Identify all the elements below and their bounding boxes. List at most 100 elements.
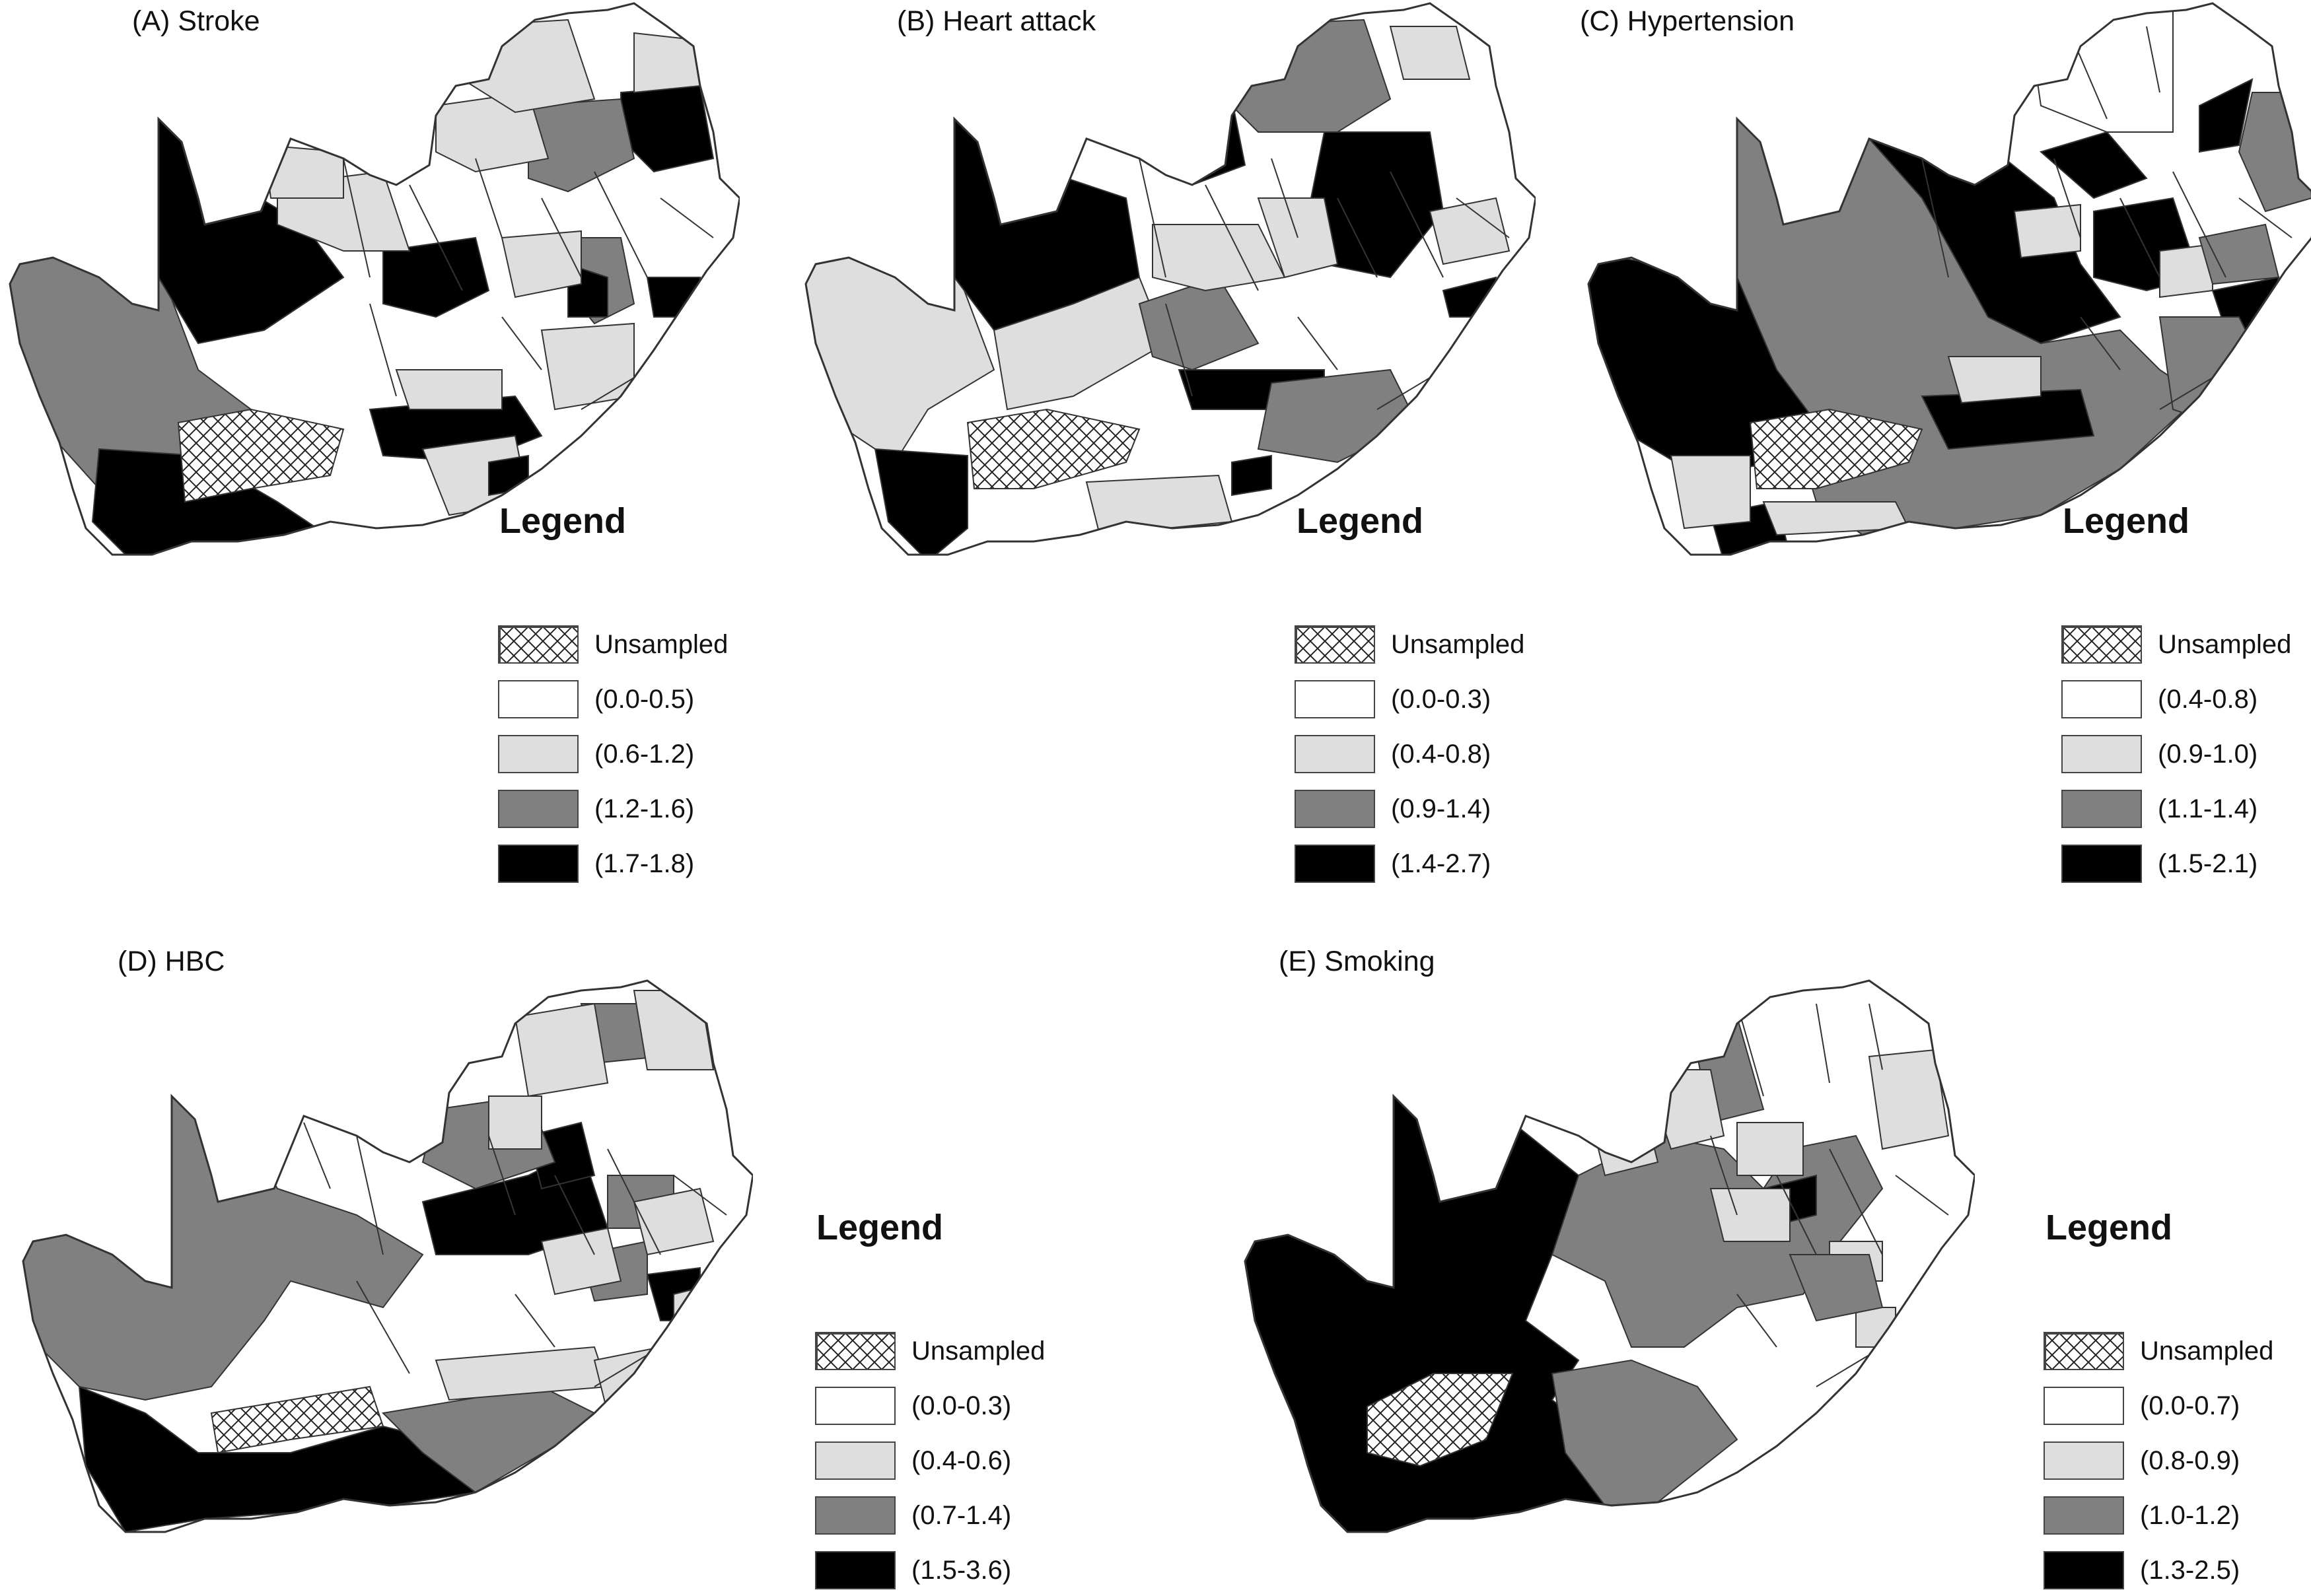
swatch-class-0 [2044,1387,2124,1425]
region [646,277,701,318]
legend-label: (0.0-0.7) [2140,1391,2240,1420]
panel-b-map [804,2,1536,556]
swatch-class-2 [498,790,579,828]
legend-label: Unsampled [1391,629,1525,659]
panel-a-legend-class-1: (0.6-1.2) [498,733,694,775]
region [633,1187,715,1256]
legend-label: (1.1-1.4) [2158,794,2258,823]
panel-e-legend-title: Legend [2045,1208,2173,1247]
region [540,1227,622,1296]
panel-c-title: (C) Hypertension [1580,5,1795,37]
panel-c-legend-class-0: (0.4-0.8) [2061,678,2258,720]
legend-label: (0.9-1.0) [2158,739,2258,769]
swatch-class-1 [2061,735,2142,773]
region [514,1002,609,1097]
panel-b-legend-class-3: (1.4-2.7) [1295,843,1491,885]
panel-d-legend-class-1: (0.4-0.6) [815,1440,1011,1482]
legend-label: (0.4-0.8) [1391,739,1491,769]
legend-label: Unsampled [2140,1336,2274,1366]
region [1709,1188,1791,1242]
region [2159,243,2213,298]
legend-label: (0.6-1.2) [594,739,695,769]
region [2158,316,2267,424]
swatch-unsampled [498,625,579,664]
region [874,448,968,555]
swatch-class-3 [498,845,579,883]
swatch-class-2 [1295,790,1375,828]
legend-label: (1.2-1.6) [594,794,695,823]
panel-e-legend-class-1: (0.8-0.9) [2044,1440,2240,1482]
legend-label: Unsampled [2158,629,2292,659]
region [1867,137,2121,345]
swatch-class-3 [2061,845,2142,883]
panel-b-legend-class-1: (0.4-0.8) [1295,733,1491,775]
swatch-unsampled [2044,1332,2124,1370]
region [2039,131,2148,199]
panel-d-legend-class-2: (0.7-1.4) [815,1494,1011,1537]
legend-label: (1.4-2.7) [1391,849,1491,878]
swatch-class-1 [2044,1441,2124,1480]
legend-label: (0.4-0.6) [911,1445,1012,1475]
swatch-class-0 [815,1387,896,1425]
panel-d-map [22,979,753,1533]
panel-a-legend-class-2: (1.2-1.6) [498,788,694,830]
panel-b-legend-class-0: (0.0-0.3) [1295,678,1491,720]
legend-label: (1.5-3.6) [911,1555,1012,1585]
panel-c-legend-title: Legend [2063,501,2190,541]
panel-d-title: (D) HBC [118,946,225,977]
panel-b-legend-class-2: (0.9-1.4) [1295,788,1491,830]
panel-c-legend-class-3: (1.5-2.1) [2061,843,2258,885]
panel-a-legend-title: Legend [499,501,627,541]
region [1429,197,1511,265]
swatch-class-3 [2044,1551,2124,1589]
region [501,230,582,298]
panel-e-map [1244,979,1975,1533]
swatch-class-2 [815,1496,896,1535]
panel-e-legend-class-3: (1.3-2.5) [2044,1549,2240,1591]
region [1736,1122,1804,1176]
region [2199,78,2254,153]
panel-a-legend-class-0: (0.0-0.5) [498,678,694,720]
panel-b-legend-unsampled: Unsampled [1295,623,1524,666]
swatch-unsampled [1295,625,1375,664]
region [210,1385,384,1454]
legend-label: (1.0-1.2) [2140,1500,2240,1530]
panel-c-legend-unsampled: Unsampled [2061,623,2291,666]
panel-a-legend-class-3: (1.7-1.8) [498,843,694,885]
swatch-class-1 [815,1441,896,1480]
panel-e-legend-class-2: (1.0-1.2) [2044,1494,2240,1537]
legend-label: Unsampled [594,629,729,659]
region [528,98,635,193]
panel-a-title: (A) Stroke [132,5,260,37]
legend-label: Unsampled [911,1336,1046,1366]
region [488,1095,542,1150]
region [633,990,715,1070]
panel-c-map [1587,2,2311,556]
region [395,369,503,410]
region [1868,1049,1950,1150]
panel-d-legend-class-3: (1.5-3.6) [815,1549,1011,1591]
region [633,32,701,94]
swatch-class-1 [498,735,579,773]
legend-label: (0.0-0.5) [594,684,695,714]
region [177,408,345,503]
region [1643,1069,1725,1150]
legend-label: (0.7-1.4) [911,1500,1012,1530]
region [1947,356,2042,404]
legend-label: (0.8-0.9) [2140,1445,2240,1475]
panel-b-legend-title: Legend [1297,501,1424,541]
panel-d-legend-unsampled: Unsampled [815,1330,1045,1372]
panel-b-title: (B) Heart attack [897,5,1096,37]
panel-e-title: (E) Smoking [1279,946,1435,977]
region [1762,501,1910,536]
panel-e-legend-unsampled: Unsampled [2044,1330,2273,1372]
swatch-class-2 [2061,790,2142,828]
region [2013,203,2081,259]
region [1789,1254,1884,1322]
region [1217,18,1392,133]
swatch-class-2 [2044,1496,2124,1535]
panel-d-legend-title: Legend [816,1208,944,1247]
panel-c-legend-class-1: (0.9-1.0) [2061,733,2258,775]
legend-label: (0.4-0.8) [2158,684,2258,714]
region [1367,1373,1514,1467]
